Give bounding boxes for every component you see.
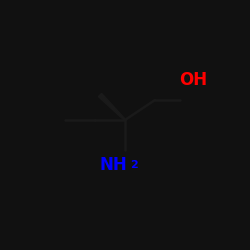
Text: NH: NH bbox=[100, 156, 128, 174]
Polygon shape bbox=[98, 94, 126, 120]
Text: OH: OH bbox=[179, 71, 207, 89]
Text: 2: 2 bbox=[130, 160, 138, 170]
